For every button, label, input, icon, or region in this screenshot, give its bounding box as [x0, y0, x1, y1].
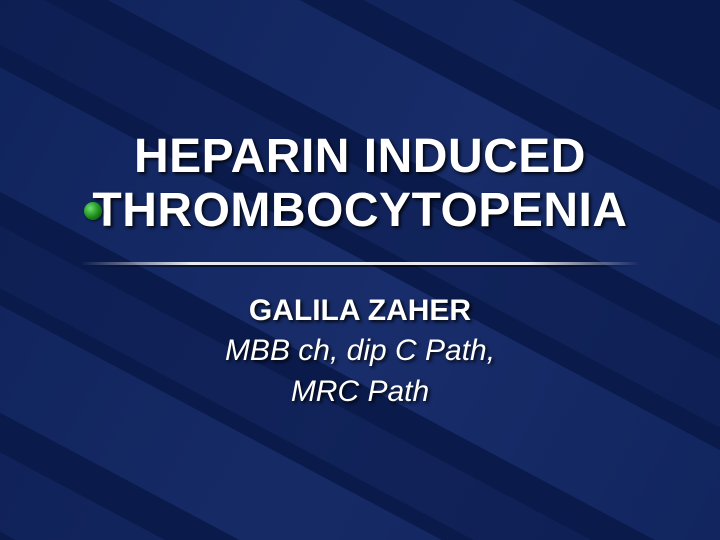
title-line-2: THROMBOCYTOPENIA — [92, 184, 627, 238]
title-line-1: HEPARIN INDUCED — [92, 130, 627, 184]
slide: HEPARIN INDUCED THROMBOCYTOPENIA GALILA … — [0, 0, 720, 540]
presenter-name: GALILA ZAHER — [225, 291, 495, 332]
slide-title: HEPARIN INDUCED THROMBOCYTOPENIA — [92, 130, 627, 238]
presenter-credentials-2: MRC Path — [225, 372, 495, 413]
slide-content: HEPARIN INDUCED THROMBOCYTOPENIA GALILA … — [0, 0, 720, 540]
presenter-credentials-1: MBB ch, dip C Path, — [225, 331, 495, 372]
slide-subtitle: GALILA ZAHER MBB ch, dip C Path, MRC Pat… — [225, 291, 495, 413]
title-divider — [80, 262, 640, 265]
